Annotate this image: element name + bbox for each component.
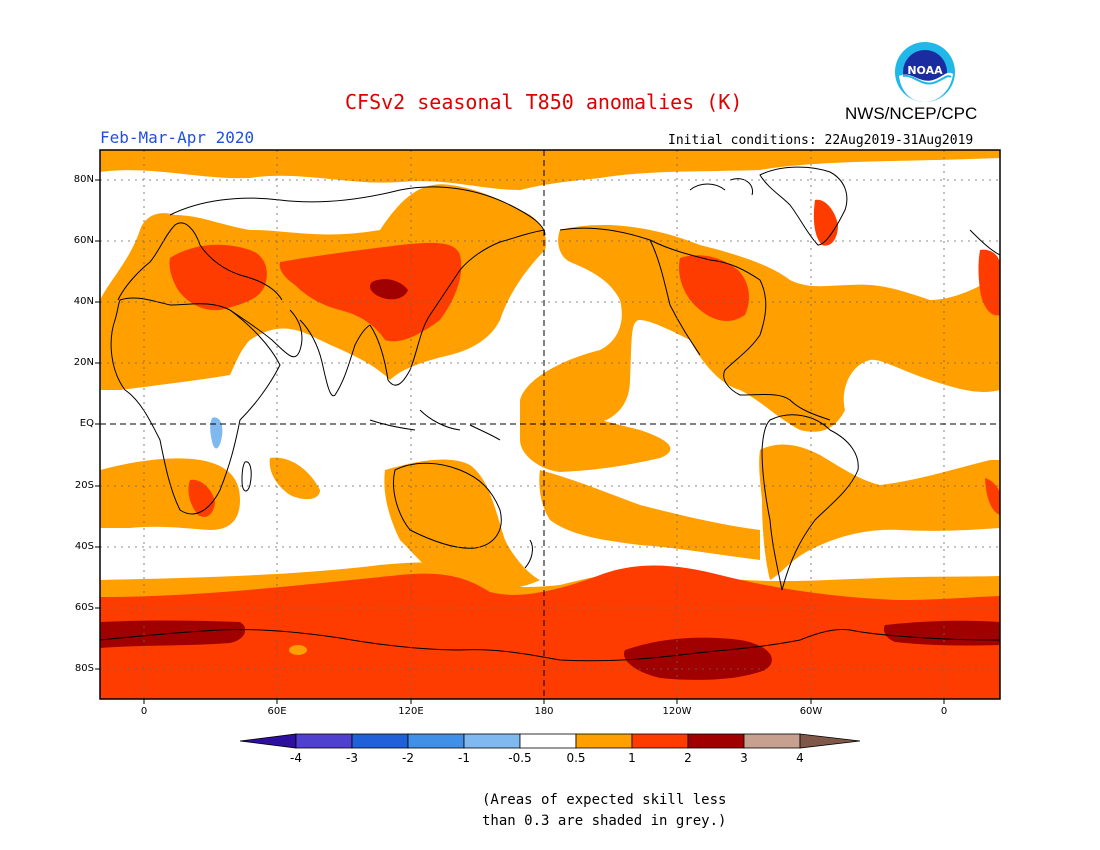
- coastlines: [100, 166, 1000, 662]
- colorbar-segment: [575, 733, 633, 749]
- footnote-line-2: than 0.3 are shaded in grey.): [482, 813, 727, 829]
- lat-label: EQ: [79, 418, 94, 429]
- lat-label: 80S: [74, 663, 94, 674]
- lat-label: 60S: [74, 602, 94, 613]
- colorbar-segment: [351, 733, 409, 749]
- lat-label: 60N: [73, 235, 94, 246]
- colorbar-segment: [631, 733, 689, 749]
- colorbar-label: 0.5: [566, 751, 586, 765]
- anomaly-region-negative: [210, 417, 223, 449]
- lon-label: 180: [534, 706, 554, 717]
- colorbar-segment: [687, 733, 745, 749]
- colorbar-segment: [519, 733, 577, 749]
- noaa-logo-text: NOAA: [907, 64, 943, 77]
- lon-label: 120W: [662, 706, 692, 717]
- lon-label: 0: [140, 706, 148, 717]
- noaa-logo: NOAA: [895, 42, 955, 102]
- map-title: CFSv2 seasonal T850 anomalies (K): [345, 90, 743, 114]
- initial-conditions: Initial conditions: 22Aug2019-31Aug2019: [668, 133, 974, 148]
- lat-label: 40N: [73, 296, 94, 307]
- colorbar-segment: [295, 733, 353, 749]
- lat-label: 20N: [73, 357, 94, 368]
- colorbar-label: 4: [796, 751, 804, 765]
- graticule: [100, 150, 1000, 699]
- colorbar-label: 2: [684, 751, 692, 765]
- lat-label: 20S: [74, 480, 94, 491]
- anomaly-region-1-2: [100, 199, 1000, 699]
- colorbar-label: -2: [402, 751, 414, 765]
- agency-label: NWS/NCEP/CPC: [845, 104, 978, 123]
- lon-label: 120E: [398, 706, 424, 717]
- anomaly-patch-antarctic: [289, 645, 307, 655]
- footnote-line-1: (Areas of expected skill less: [482, 792, 727, 808]
- axis-ticks: [95, 179, 945, 704]
- colorbar-segment: [463, 733, 521, 749]
- colorbar-label: 1: [628, 751, 636, 765]
- colorbar-segment: [407, 733, 465, 749]
- colorbar-segment: [239, 733, 297, 749]
- lon-label: 0: [940, 706, 948, 717]
- colorbar-label: -0.5: [508, 751, 532, 765]
- colorbar-label: -4: [290, 751, 302, 765]
- colorbar-label: -1: [458, 751, 470, 765]
- colorbar: [239, 733, 861, 749]
- equator-dateline: [100, 150, 1000, 699]
- lat-label: 80N: [73, 174, 94, 185]
- forecast-period: Feb-Mar-Apr 2020: [100, 128, 255, 147]
- colorbar-segment: [799, 733, 861, 749]
- colorbar-segment: [743, 733, 801, 749]
- lon-label: 60E: [267, 706, 287, 717]
- lon-label: 60W: [799, 706, 823, 717]
- lat-label: 40S: [74, 541, 94, 552]
- colorbar-label: -3: [346, 751, 358, 765]
- colorbar-label: 3: [740, 751, 748, 765]
